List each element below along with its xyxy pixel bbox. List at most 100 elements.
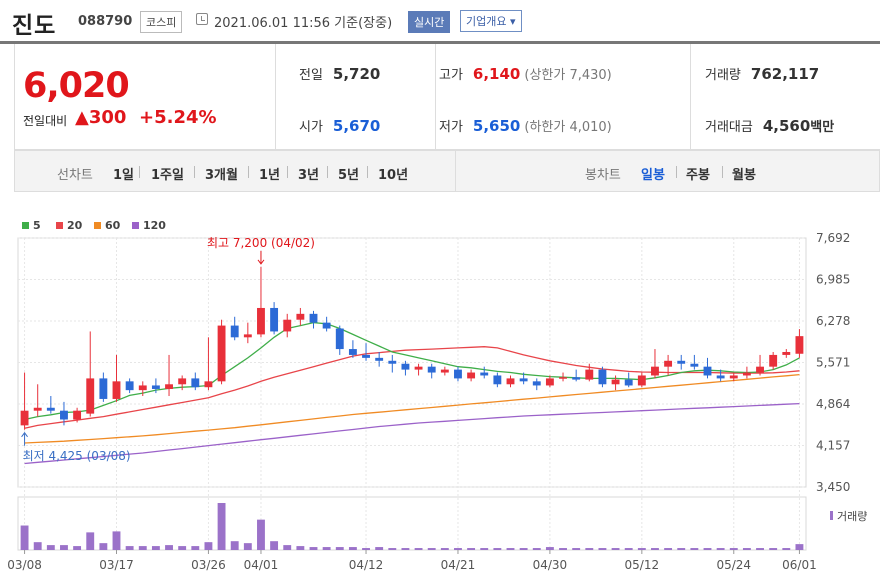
candle-body: [651, 366, 659, 376]
volume-bar: [637, 548, 646, 550]
legend-swatch: [132, 222, 139, 229]
volume-bar: [624, 548, 633, 550]
candle-body: [151, 385, 160, 389]
update-time: 2021.06.01 11:56 기준(장중): [214, 16, 393, 31]
low-arrow-head: [21, 431, 28, 438]
candle-body: [782, 351, 791, 355]
stock-header: 진도 088790 코스피 2021.06.01 11:56 기준(장중) 실시…: [0, 0, 880, 44]
candle-body: [729, 375, 738, 379]
candle-body: [756, 366, 764, 373]
candle-body: [493, 375, 502, 385]
candle-body: [217, 325, 226, 382]
tab-monthly[interactable]: 월봉: [732, 168, 756, 183]
volume-border: [17, 496, 807, 551]
company-overview-dropdown[interactable]: 기업개요 ▾: [460, 10, 522, 32]
candle-body: [125, 381, 134, 391]
upper-limit: (상한가 7,430): [524, 68, 612, 83]
volume-bar: [532, 548, 541, 550]
y-tick-label: 4,157: [816, 439, 850, 453]
open-value: 5,670: [332, 117, 381, 135]
volume-bar: [545, 547, 554, 550]
tab-separator: [139, 166, 140, 178]
legend-label: 20: [67, 219, 83, 232]
board-divider: [275, 44, 276, 150]
stock-chart[interactable]: 7,692 6,985 6,278 5,571 4,864 4,157 3,450 03/08…: [0, 205, 880, 580]
open-price: 시가 5,670: [299, 116, 380, 135]
volume-bar: [598, 548, 607, 550]
candle-body: [637, 375, 646, 386]
tab-separator: [367, 166, 368, 178]
candle-body: [427, 366, 436, 373]
volume-bar: [191, 546, 200, 550]
volume-bar: [99, 543, 108, 550]
tab-1year[interactable]: 1년: [259, 168, 281, 183]
tab-10year[interactable]: 10년: [378, 168, 409, 183]
y-tick-label: 6,985: [816, 273, 850, 287]
realtime-button[interactable]: 실시간: [408, 11, 451, 33]
x-tick-label: 05/24: [716, 558, 751, 572]
volume-bar: [414, 548, 423, 550]
volume-bar: [716, 548, 725, 550]
low-annotation: 최저 4,425 (03/08): [23, 449, 131, 463]
volume-bar: [165, 545, 173, 550]
x-tick-label: 03/26: [191, 558, 226, 572]
candle-body: [191, 378, 200, 388]
stock-code: 088790: [78, 14, 133, 29]
volume-bar: [243, 543, 252, 550]
volume-bar: [664, 548, 673, 550]
tab-1week[interactable]: 1주일: [151, 168, 184, 183]
legend-swatch: [56, 222, 63, 229]
high-annotation: 최고 7,200 (04/02): [207, 236, 315, 250]
volume-bar: [73, 546, 82, 550]
volume-bar: [335, 547, 344, 550]
y-tick-label: 3,450: [816, 480, 850, 494]
volume-bar: [348, 547, 357, 550]
volume-bar: [769, 548, 778, 550]
candle-body: [99, 378, 108, 399]
low-label: 저가: [439, 120, 463, 135]
ma20-line: [24, 346, 800, 429]
tab-3year[interactable]: 3년: [298, 168, 320, 183]
volume-bar: [690, 548, 699, 550]
change-rate: +5.24%: [139, 107, 217, 128]
volume-bar: [742, 548, 751, 550]
tab-weekly[interactable]: 주봉: [686, 168, 710, 183]
volume-bar: [204, 542, 213, 550]
current-price: 6,020: [23, 66, 130, 106]
legend-swatch: [22, 222, 29, 229]
candle-body: [230, 325, 239, 338]
candle-body: [624, 379, 633, 386]
high-label: 고가: [439, 68, 463, 83]
volume-bar: [756, 548, 764, 550]
tab-separator: [248, 166, 249, 178]
volume-bar: [112, 531, 121, 550]
candle-body: [20, 410, 29, 426]
tab-daily[interactable]: 일봉: [641, 168, 665, 183]
volume-bar: [33, 542, 42, 550]
candle-body: [348, 349, 357, 355]
volume-bar: [480, 548, 489, 550]
x-tick-label: 04/21: [441, 558, 476, 572]
candle-body: [296, 313, 305, 320]
volume-bar: [270, 541, 279, 550]
tab-1day[interactable]: 1일: [113, 168, 135, 183]
amount-unit: 백만: [810, 120, 835, 135]
tab-separator: [327, 166, 328, 178]
volume-label: 거래량: [705, 68, 741, 83]
amount-value: 4,560: [762, 117, 811, 135]
candle-body: [138, 385, 147, 391]
candle-body: [716, 375, 725, 379]
volume-bar: [585, 548, 594, 550]
legend-label: 60: [105, 219, 121, 232]
chart-tab-bar: 선차트 1일 1주일 3개월 1년 3년 5년 10년 봉차트 일봉 주봉 월봉: [14, 150, 880, 192]
tab-5year[interactable]: 5년: [338, 168, 360, 183]
tab-3month[interactable]: 3개월: [205, 168, 238, 183]
candle-body: [440, 369, 449, 373]
candle-body: [375, 357, 384, 361]
volume-bar: [125, 546, 134, 550]
legend-ma120: 120: [132, 219, 166, 232]
volume-bar: [362, 548, 370, 550]
legend-ma20: 20: [56, 219, 82, 232]
amount-label: 거래대금: [705, 120, 753, 135]
amount-info: 거래대금 4,560백만: [705, 116, 834, 135]
